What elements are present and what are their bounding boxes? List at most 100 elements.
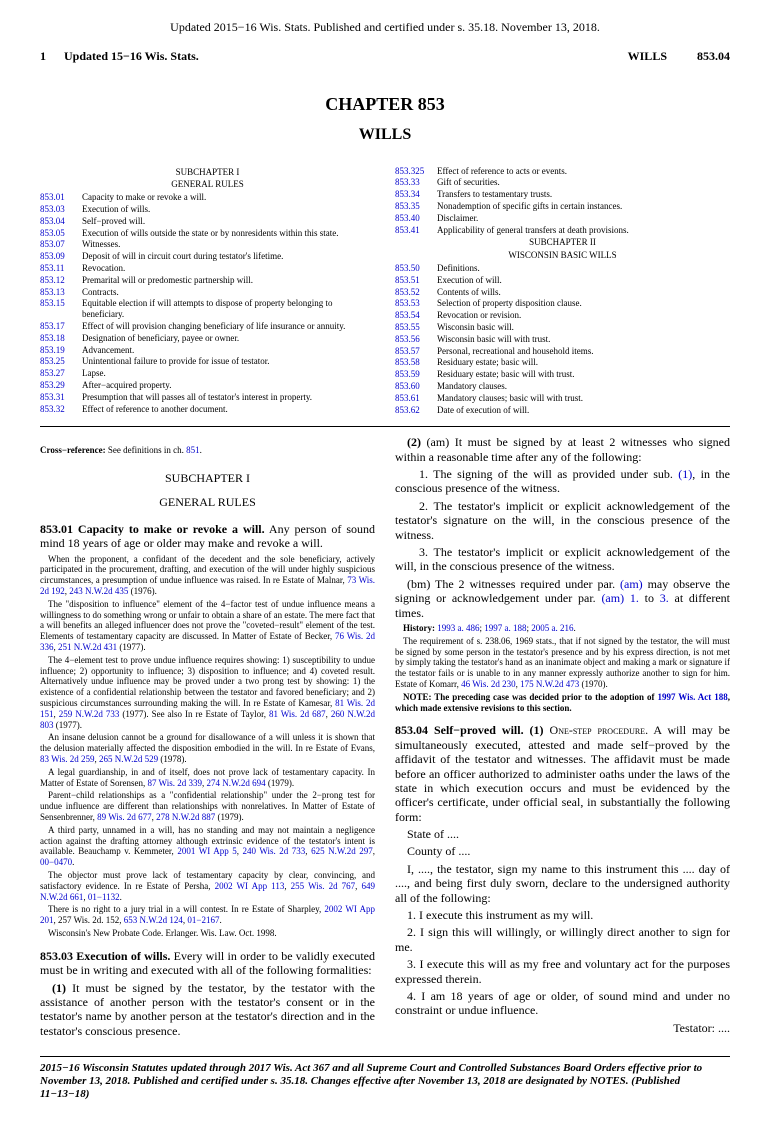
cite-link[interactable]: 01−1132 bbox=[88, 892, 120, 902]
hist-link[interactable]: 1997 a. 188 bbox=[484, 623, 526, 633]
toc-desc: Unintentional failure to provide for iss… bbox=[82, 356, 375, 367]
toc-num-link[interactable]: 853.15 bbox=[40, 298, 82, 320]
cite-link[interactable]: 243 N.W.2d 435 bbox=[69, 586, 128, 596]
toc-num-link[interactable]: 853.13 bbox=[40, 287, 82, 298]
toc-desc: Definitions. bbox=[437, 263, 730, 274]
par-link[interactable]: 3. bbox=[660, 591, 669, 605]
toc-desc: Contents of wills. bbox=[437, 287, 730, 298]
toc-item: 853.03Execution of wills. bbox=[40, 204, 375, 215]
toc-num-link[interactable]: 853.325 bbox=[395, 166, 437, 177]
toc-item: 853.18Designation of beneficiary, payee … bbox=[40, 333, 375, 344]
cite-link[interactable]: 83 Wis. 2d 259 bbox=[40, 754, 94, 764]
note-lead: NOTE: The preceding case was decided pri… bbox=[403, 692, 655, 702]
cite-link[interactable]: 87 Wis. 2d 339 bbox=[147, 778, 201, 788]
cite-link[interactable]: 278 N.W.2d 887 bbox=[156, 812, 215, 822]
toc-item: 853.50Definitions. bbox=[395, 263, 730, 274]
cite-link[interactable]: 89 Wis. 2d 677 bbox=[97, 812, 151, 822]
toc-num-link[interactable]: 853.09 bbox=[40, 251, 82, 262]
body-columns: Cross−reference: See definitions in ch. … bbox=[40, 435, 730, 1041]
toc-num-link[interactable]: 853.55 bbox=[395, 322, 437, 333]
toc-num-link[interactable]: 853.35 bbox=[395, 201, 437, 212]
toc-desc: Presumption that will passes all of test… bbox=[82, 392, 375, 403]
toc-num-link[interactable]: 853.34 bbox=[395, 189, 437, 200]
toc-item: 853.07Witnesses. bbox=[40, 239, 375, 250]
toc-desc: Execution of wills outside the state or … bbox=[82, 228, 375, 239]
toc-num-link[interactable]: 853.56 bbox=[395, 334, 437, 345]
par-link[interactable]: (am) 1. bbox=[601, 591, 638, 605]
cite-link[interactable]: 00−0470 bbox=[40, 857, 72, 867]
toc-desc: Applicability of general transfers at de… bbox=[437, 225, 730, 236]
toc-num-link[interactable]: 853.51 bbox=[395, 275, 437, 286]
bm-to: to bbox=[645, 591, 654, 605]
toc-num-link[interactable]: 853.60 bbox=[395, 381, 437, 392]
toc-num-link[interactable]: 853.03 bbox=[40, 204, 82, 215]
par-link[interactable]: (am) bbox=[620, 577, 643, 591]
s853-01-ann10: Wisconsin's New Probate Code. Erlanger. … bbox=[40, 928, 375, 939]
cite-link[interactable]: 274 N.W.2d 694 bbox=[206, 778, 265, 788]
toc-desc: Date of execution of will. bbox=[437, 405, 730, 416]
toc-desc: Designation of beneficiary, payee or own… bbox=[82, 333, 375, 344]
toc-num-link[interactable]: 853.17 bbox=[40, 321, 82, 332]
cite-link[interactable]: 240 Wis. 2d 733 bbox=[243, 846, 306, 856]
toc-num-link[interactable]: 853.11 bbox=[40, 263, 82, 274]
toc-num-link[interactable]: 853.52 bbox=[395, 287, 437, 298]
cite-link[interactable]: 625 N.W.2d 297 bbox=[311, 846, 373, 856]
toc-desc: After−acquired property. bbox=[82, 380, 375, 391]
cite-link[interactable]: 251 N.W.2d 431 bbox=[58, 642, 117, 652]
toc-num-link[interactable]: 853.61 bbox=[395, 393, 437, 404]
toc-num-link[interactable]: 853.59 bbox=[395, 369, 437, 380]
toc-num-link[interactable]: 853.62 bbox=[395, 405, 437, 416]
toc-num-link[interactable]: 853.18 bbox=[40, 333, 82, 344]
toc-right-column: 853.325Effect of reference to acts or ev… bbox=[395, 165, 730, 417]
s853-01-ann1: When the proponent, a confidant of the d… bbox=[40, 554, 375, 597]
toc-desc: Execution of wills. bbox=[82, 204, 375, 215]
p2-text: (am) It must be signed by at least 2 wit… bbox=[395, 435, 730, 463]
note-link[interactable]: 1997 Wis. Act 188 bbox=[657, 692, 727, 702]
hist-link[interactable]: 2005 a. 216 bbox=[531, 623, 573, 633]
cite-link[interactable]: 265 N.W.2d 529 bbox=[99, 754, 158, 764]
cite-link[interactable]: 255 Wis. 2d 767 bbox=[291, 881, 356, 891]
toc-num-link[interactable]: 853.32 bbox=[40, 404, 82, 415]
toc-item: 853.35Nonademption of specific gifts in … bbox=[395, 201, 730, 212]
cite-link[interactable]: 2001 WI App 5 bbox=[177, 846, 236, 856]
toc-num-link[interactable]: 853.41 bbox=[395, 225, 437, 236]
ann-year: (1979). bbox=[218, 812, 244, 822]
toc-num-link[interactable]: 853.50 bbox=[395, 263, 437, 274]
toc-separator bbox=[40, 426, 730, 427]
cite-link[interactable]: 259 N.W.2d 733 bbox=[59, 709, 120, 719]
ann-text: An insane delusion cannot be a ground fo… bbox=[40, 732, 375, 753]
toc-desc: Nonademption of specific gifts in certai… bbox=[437, 201, 730, 212]
toc-num-link[interactable]: 853.27 bbox=[40, 368, 82, 379]
sub-link[interactable]: (1) bbox=[678, 467, 692, 481]
cite-link[interactable]: 46 Wis. 2d 230 bbox=[461, 679, 515, 689]
toc-num-link[interactable]: 853.54 bbox=[395, 310, 437, 321]
toc-num-link[interactable]: 853.12 bbox=[40, 275, 82, 286]
hist-link[interactable]: 1993 a. 486 bbox=[437, 623, 479, 633]
cite-link[interactable]: 2002 WI App 113 bbox=[215, 881, 285, 891]
s853-01-body: 853.01 Capacity to make or revoke a will… bbox=[40, 522, 375, 551]
toc-num-link[interactable]: 853.04 bbox=[40, 216, 82, 227]
toc-num-link[interactable]: 853.07 bbox=[40, 239, 82, 250]
cite-link[interactable]: 175 N.W.2d 473 bbox=[520, 679, 579, 689]
toc-num-link[interactable]: 853.31 bbox=[40, 392, 82, 403]
toc-num-link[interactable]: 853.57 bbox=[395, 346, 437, 357]
toc-num-link[interactable]: 853.53 bbox=[395, 298, 437, 309]
toc-num-link[interactable]: 853.01 bbox=[40, 192, 82, 203]
p2-1-text: 1. The signing of the will as provided u… bbox=[419, 467, 673, 481]
cite-link[interactable]: 81 Wis. 2d 687 bbox=[269, 709, 326, 719]
toc-num-link[interactable]: 853.19 bbox=[40, 345, 82, 356]
toc-num-link[interactable]: 853.29 bbox=[40, 380, 82, 391]
toc-num-link[interactable]: 853.40 bbox=[395, 213, 437, 224]
toc-num-link[interactable]: 853.58 bbox=[395, 357, 437, 368]
toc-item: 853.60Mandatory clauses. bbox=[395, 381, 730, 392]
toc-item: 853.31Presumption that will passes all o… bbox=[40, 392, 375, 403]
toc-num-link[interactable]: 853.25 bbox=[40, 356, 82, 367]
toc-num-link[interactable]: 853.05 bbox=[40, 228, 82, 239]
cross-ref-link[interactable]: 851 bbox=[186, 445, 200, 455]
cite-link[interactable]: 01−2167 bbox=[187, 915, 219, 925]
toc-num-link[interactable]: 853.33 bbox=[395, 177, 437, 188]
toc-item: 853.40Disclaimer. bbox=[395, 213, 730, 224]
cite-link[interactable]: 653 N.W.2d 124 bbox=[124, 915, 183, 925]
toc-desc: Effect of reference to acts or events. bbox=[437, 166, 730, 177]
s853-03-lead: 853.03 Execution of wills. bbox=[40, 949, 170, 963]
